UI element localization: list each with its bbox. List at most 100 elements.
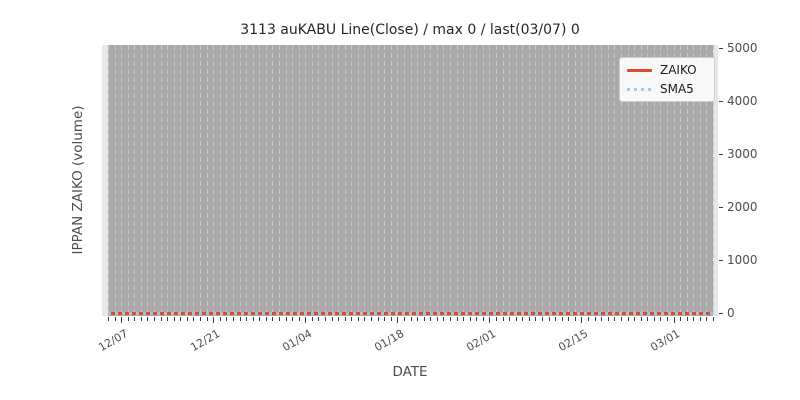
x-minor-tick: [232, 317, 234, 321]
x-minor-tick: [588, 317, 590, 321]
x-minor-tick: [219, 317, 221, 321]
x-minor-tick: [114, 317, 116, 321]
x-minor-tick: [522, 317, 524, 321]
gridline: [305, 45, 307, 316]
gridline: [140, 45, 142, 316]
gridline: [259, 45, 261, 316]
x-major-tick: [213, 317, 215, 323]
gridline: [239, 45, 241, 316]
gridline: [246, 45, 248, 316]
x-tick-label: 01/18: [371, 327, 406, 355]
x-minor-tick: [285, 317, 287, 321]
x-minor-tick: [449, 317, 451, 321]
x-minor-tick: [272, 317, 274, 321]
zaiko-line-sample-icon: [627, 68, 652, 72]
gridline: [699, 45, 701, 316]
gridline: [495, 45, 497, 316]
gridline: [311, 45, 313, 316]
gridline: [686, 45, 688, 316]
x-minor-tick: [699, 317, 701, 321]
gridline: [620, 45, 622, 316]
legend-entry-zaiko: ZAIKO: [627, 64, 707, 76]
gridline: [515, 45, 517, 316]
x-minor-tick: [403, 317, 405, 321]
x-minor-tick: [495, 317, 497, 321]
gridline: [147, 45, 149, 316]
x-minor-tick: [154, 317, 156, 321]
x-minor-tick: [134, 317, 136, 321]
gridline: [548, 45, 550, 316]
x-minor-tick: [410, 317, 412, 321]
sma5-line: [108, 311, 713, 315]
x-minor-tick: [364, 317, 366, 321]
x-minor-tick: [594, 317, 596, 321]
x-minor-tick: [278, 317, 280, 321]
x-minor-tick: [127, 317, 129, 321]
gridline: [469, 45, 471, 316]
gridline: [154, 45, 156, 316]
x-tick-label: 12/21: [187, 327, 222, 355]
x-minor-tick: [344, 317, 346, 321]
gridline: [443, 45, 445, 316]
gridline: [535, 45, 537, 316]
gridline: [160, 45, 162, 316]
y-tick-label: 3000: [727, 147, 758, 161]
x-minor-tick: [338, 317, 340, 321]
gridline: [397, 45, 399, 316]
x-major-tick: [489, 317, 491, 323]
x-minor-tick: [417, 317, 419, 321]
x-minor-tick: [331, 317, 333, 321]
x-minor-tick: [167, 317, 169, 321]
plot-area: ZAIKO SMA5: [102, 45, 718, 316]
gridline: [522, 45, 524, 316]
x-minor-tick: [265, 317, 267, 321]
gridline: [647, 45, 649, 316]
gridline: [167, 45, 169, 316]
x-minor-tick: [568, 317, 570, 321]
x-minor-tick: [226, 317, 228, 321]
gridline: [384, 45, 386, 316]
x-minor-tick: [601, 317, 603, 321]
gridline: [574, 45, 576, 316]
x-minor-tick: [292, 317, 294, 321]
x-minor-tick: [298, 317, 300, 321]
gridline: [121, 45, 123, 316]
x-minor-tick: [666, 317, 668, 321]
x-minor-tick: [173, 317, 175, 321]
x-minor-tick: [509, 317, 511, 321]
gridline: [351, 45, 353, 316]
x-minor-tick: [614, 317, 616, 321]
gridline: [476, 45, 478, 316]
x-tick-label: 12/07: [95, 327, 130, 355]
x-minor-tick: [351, 317, 353, 321]
y-tick-mark: [719, 48, 723, 49]
y-tick-mark: [719, 154, 723, 155]
gridline: [627, 45, 629, 316]
gridline: [680, 45, 682, 316]
gridline: [542, 45, 544, 316]
gridline: [561, 45, 563, 316]
y-tick-label: 2000: [727, 200, 758, 214]
gridline: [180, 45, 182, 316]
gridline: [213, 45, 215, 316]
gridline: [588, 45, 590, 316]
x-minor-tick: [456, 317, 458, 321]
gridline: [173, 45, 175, 316]
gridline: [371, 45, 373, 316]
x-minor-tick: [706, 317, 708, 321]
x-minor-tick: [311, 317, 313, 321]
gridline: [390, 45, 392, 316]
x-minor-tick: [193, 317, 195, 321]
x-minor-tick: [482, 317, 484, 321]
legend-entry-sma5: SMA5: [627, 83, 707, 95]
gridline: [660, 45, 662, 316]
gridline: [272, 45, 274, 316]
x-tick-label: 03/01: [648, 327, 682, 355]
gridline: [509, 45, 511, 316]
gridline: [410, 45, 412, 316]
x-minor-tick: [357, 317, 359, 321]
x-minor-tick: [686, 317, 688, 321]
y-tick-mark: [719, 207, 723, 208]
gridline: [186, 45, 188, 316]
